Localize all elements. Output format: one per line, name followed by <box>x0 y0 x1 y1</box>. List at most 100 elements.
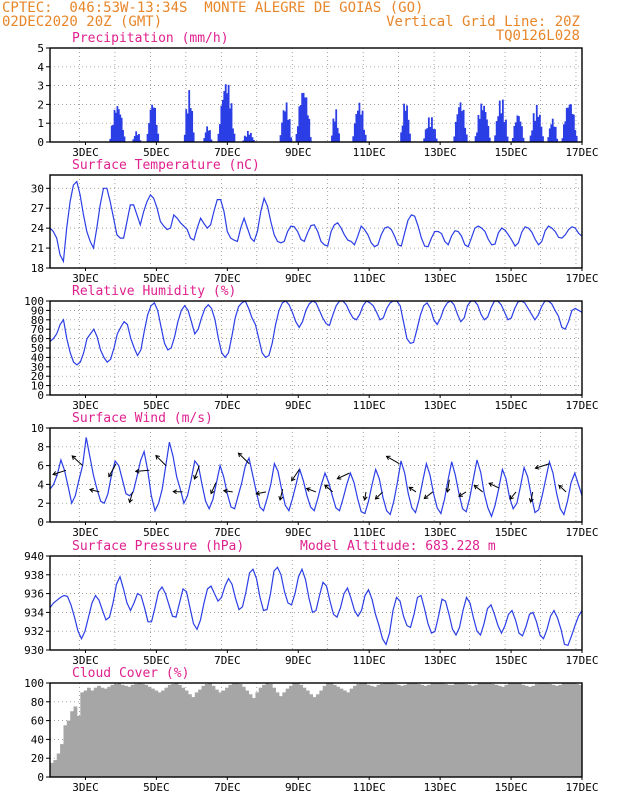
cloud-cover-bar <box>551 684 556 777</box>
cloud-cover-bar <box>225 687 229 777</box>
wind-arrow-shaft <box>375 491 384 500</box>
x-tick-label: 7DEC <box>214 272 241 285</box>
precip-bar <box>547 137 550 142</box>
y-tick-label: 2 <box>37 98 44 111</box>
cloud-cover-bar <box>565 683 569 777</box>
cloud-cover-bar <box>198 689 202 777</box>
wind-arrow-head <box>71 455 77 460</box>
precip-bar <box>133 136 136 142</box>
wind-arrow-head <box>172 489 177 495</box>
cloud-cover-bar <box>214 689 219 777</box>
precip-bar <box>568 104 571 142</box>
cloud-cover-bar <box>322 685 327 777</box>
y-tick-label: 24 <box>31 222 45 235</box>
precip-bar <box>298 106 301 142</box>
precip-bar <box>434 129 436 142</box>
cloud-cover-bar <box>491 683 495 777</box>
y-tick-label: 8 <box>37 441 44 454</box>
wind-arrow-shaft <box>446 479 450 493</box>
cloud-cover-bar <box>50 762 54 777</box>
precip-bar <box>224 84 227 142</box>
precip-bar <box>454 121 457 142</box>
precip-bar <box>505 119 507 142</box>
precip-bar <box>554 126 557 142</box>
y-tick-label: 2 <box>37 497 44 510</box>
x-tick-label: 7DEC <box>214 146 241 159</box>
cloud-cover-bar <box>538 683 542 777</box>
precip-bar <box>456 114 459 142</box>
cloud-cover-bar <box>376 684 381 777</box>
x-tick-label: 9DEC <box>285 146 312 159</box>
x-tick-label: 13DEC <box>424 781 457 794</box>
cloud-cover-bar <box>130 684 135 777</box>
precip-bar <box>540 126 543 142</box>
wind-arrow-head <box>193 474 198 480</box>
cloud-cover-bar <box>366 684 371 777</box>
cloud-cover-bar <box>107 686 112 777</box>
cloud-cover-bar <box>443 683 448 777</box>
precip-bar <box>230 103 233 142</box>
cloud-cover-bar <box>299 684 303 777</box>
cloud-cover-bar <box>100 687 105 777</box>
wind-arrow-head <box>128 498 133 504</box>
cloud-cover-bar <box>204 683 209 777</box>
cloud-cover-bar <box>312 697 317 777</box>
precip-bar <box>152 107 155 142</box>
cloud-cover-bar <box>248 694 253 777</box>
precip-bar <box>407 119 410 142</box>
cloud-cover-bar <box>194 692 199 777</box>
x-tick-label: 3DEC <box>72 272 99 285</box>
cloud-cover-bar <box>541 683 546 777</box>
cloud-cover-bar <box>514 683 519 777</box>
cloud-cover-bar <box>181 687 186 777</box>
x-tick-label: 15DEC <box>495 272 528 285</box>
precip-bar <box>561 138 564 142</box>
cloud-cover-bar <box>63 725 68 777</box>
cloud-cover-bar <box>504 684 509 777</box>
cloud-cover-bar <box>329 683 334 777</box>
y-tick-label: 4 <box>37 61 44 74</box>
precip-bar <box>571 113 574 142</box>
precip-bar <box>302 92 305 142</box>
precip-bar <box>217 133 220 142</box>
wind-arrow-shaft <box>530 491 534 503</box>
precip-bar <box>481 110 484 142</box>
precip-bar <box>363 129 366 142</box>
cloud-cover-bar <box>544 683 549 777</box>
precip-bar <box>356 110 359 142</box>
precip-bar <box>353 123 356 142</box>
wind-arrow-shaft <box>223 490 233 493</box>
cloud-cover-bar <box>282 692 287 777</box>
precip-bar <box>550 124 553 142</box>
panel-title: Relative Humidity (%) <box>72 284 236 299</box>
cloud-cover-bar <box>430 683 435 777</box>
precip-bar <box>338 133 340 142</box>
cloud-cover-bar <box>278 696 283 777</box>
cloud-cover-bar <box>302 687 307 777</box>
plot-frame <box>49 427 583 523</box>
cloud-cover-bar <box>480 683 485 777</box>
y-tick-label: 60 <box>31 715 44 728</box>
precip-bar <box>301 93 304 142</box>
cloud-cover-bar <box>548 683 553 777</box>
y-tick-label: 4 <box>37 478 44 491</box>
cloud-cover-bar <box>208 683 213 777</box>
series-line <box>49 180 583 264</box>
cloud-cover-bar <box>147 686 152 777</box>
precip-bar <box>426 128 429 142</box>
precip-bar <box>364 134 367 142</box>
precip-bar <box>551 118 554 142</box>
cloud-cover-bar <box>80 692 85 777</box>
precip-bar <box>500 113 503 142</box>
precip-bar <box>514 122 517 142</box>
model-id: TQ0126L028 <box>495 28 580 44</box>
cloud-cover-bar <box>349 688 354 777</box>
cloud-cover-bar <box>76 715 81 777</box>
cloud-cover-bar <box>262 684 266 777</box>
cloud-cover-bar <box>558 684 563 777</box>
panel-5: 930 932 934 936 938 940 3DEC 5DEC 7DEC 9DEC 11DEC 1… <box>24 539 598 667</box>
wind-arrow-head <box>255 490 261 496</box>
wind-arrow-head <box>222 488 228 494</box>
precip-bar <box>112 124 115 142</box>
precip-bar <box>465 134 468 142</box>
